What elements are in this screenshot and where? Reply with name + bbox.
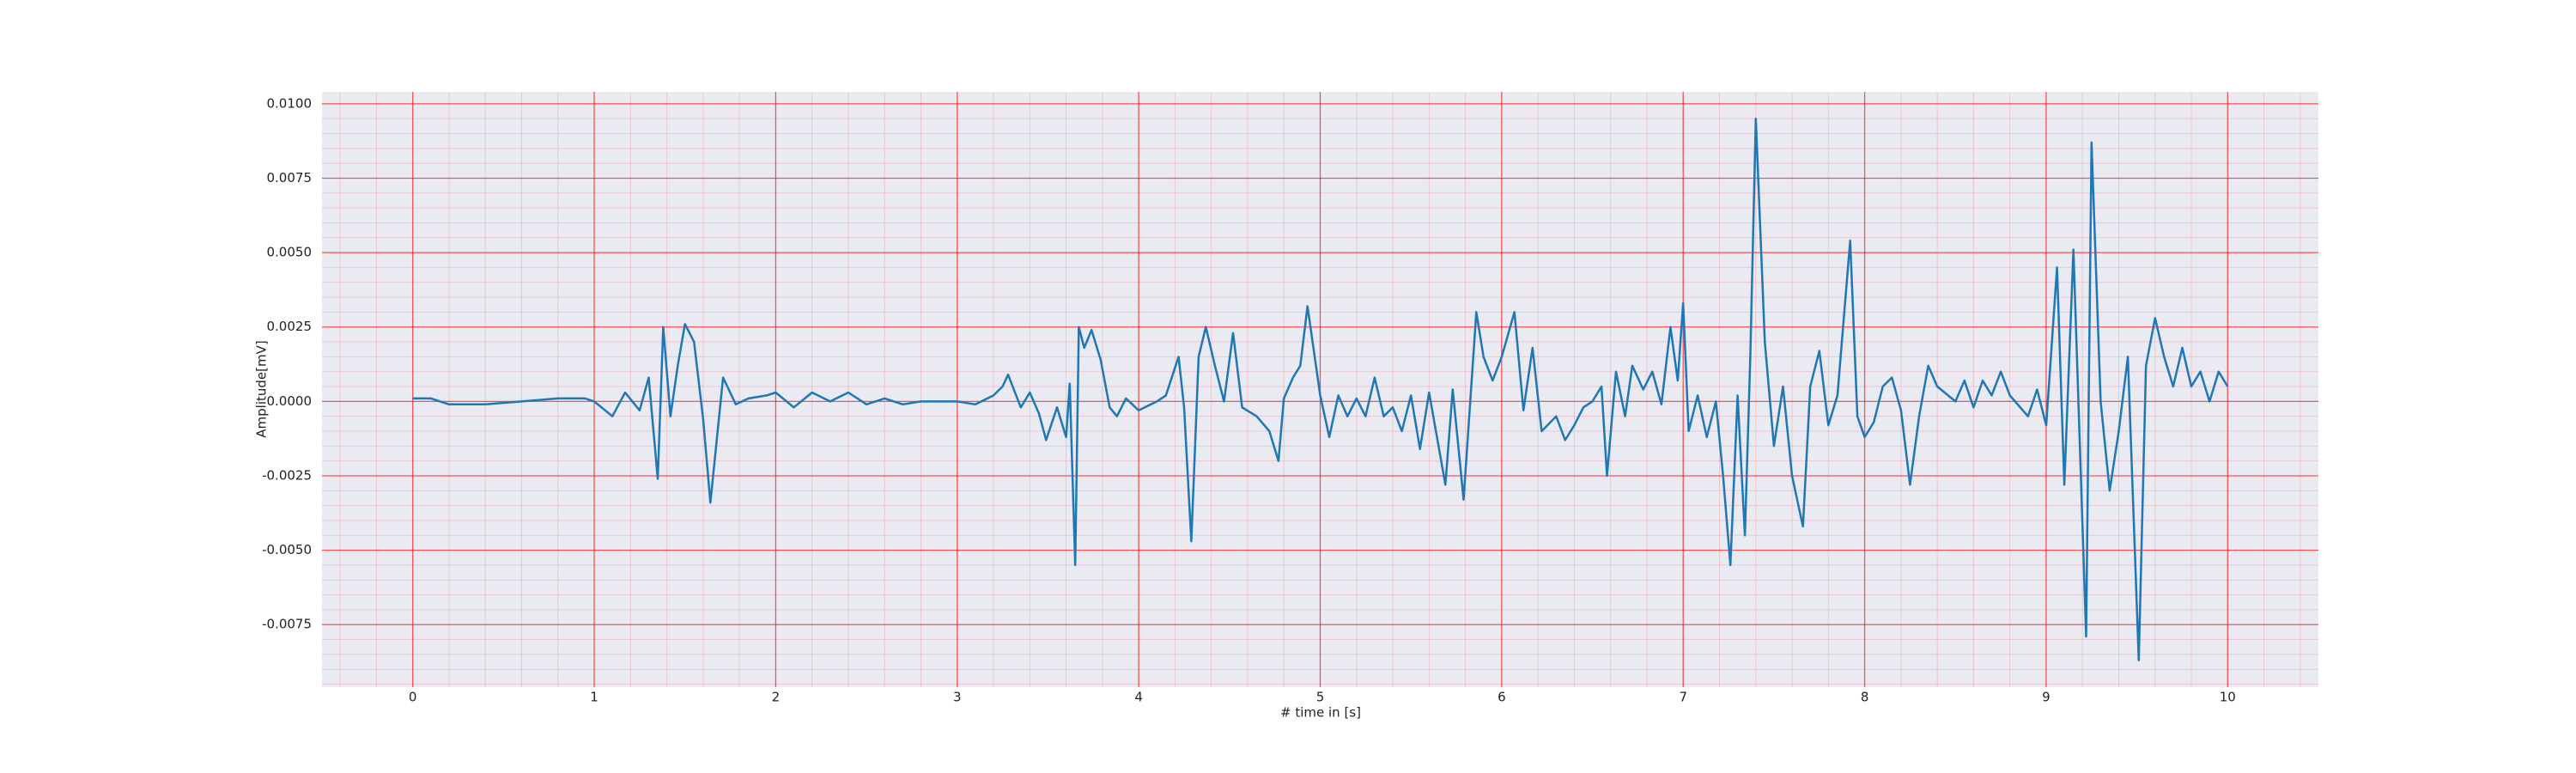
y-tick-label: 0.0075 [267,170,313,186]
marks [412,117,2229,662]
x-tick-label: 9 [2042,690,2050,705]
y-tick-label: 0.0050 [267,245,313,260]
y-tick-label: 0.0025 [267,319,313,334]
x-tick-label: 10 [2220,690,2236,705]
y-tick-label: 0.0000 [267,393,313,409]
y-tick-label: 0.0100 [267,95,313,111]
y-tick-label: -0.0075 [262,617,312,632]
x-tick-label: 7 [1679,690,1687,705]
x-tick-label: 4 [1134,690,1143,705]
x-tick-label: 5 [1316,690,1325,705]
x-tick-label: 3 [953,690,962,705]
x-tick-label: 1 [590,690,598,705]
y-tick-label: -0.0050 [262,542,312,557]
x-axis-label: # time in [s] [1280,705,1361,721]
line-series [412,117,2229,662]
y-tick-label: -0.0025 [262,467,312,483]
x-tick-label: 6 [1498,690,1506,705]
grid [322,92,2318,687]
x-tick-label: 2 [772,690,781,705]
x-tick-label: 8 [1861,690,1869,705]
x-tick-label: 0 [409,690,417,705]
y-axis-label: Amplitude[mV] [254,340,270,437]
